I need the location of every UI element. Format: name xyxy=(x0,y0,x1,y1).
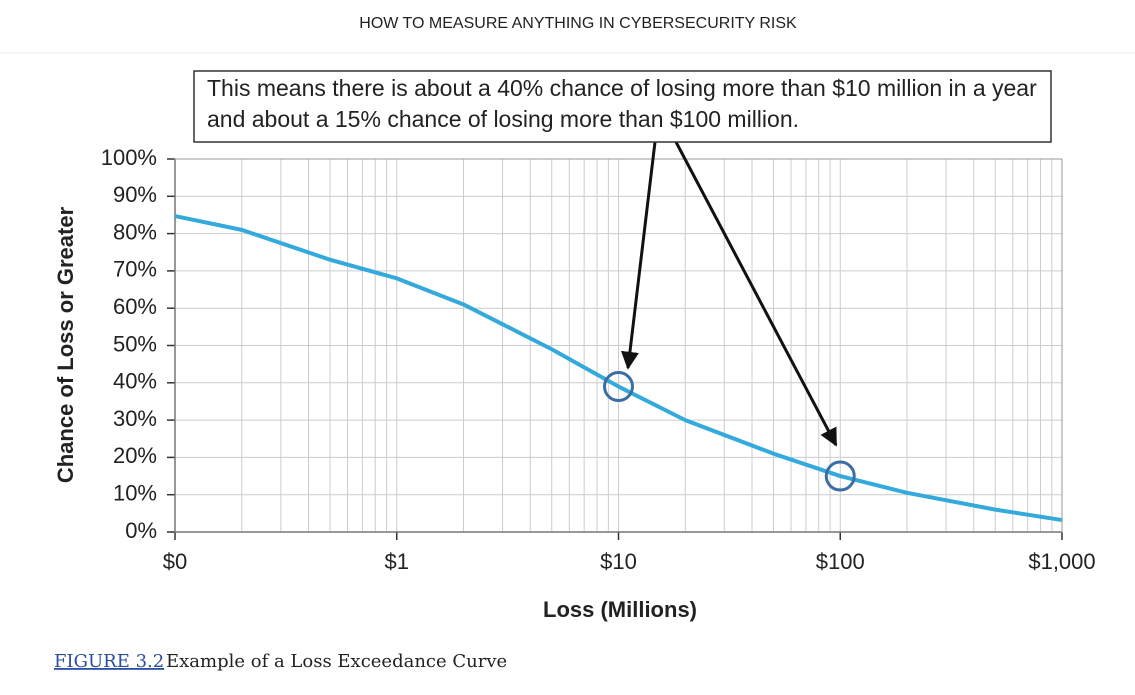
loss-curve xyxy=(174,214,1063,523)
highlight-point xyxy=(603,371,634,403)
figure-link[interactable]: FIGURE 3.2 xyxy=(54,651,164,672)
y-tick-label: 30% xyxy=(113,406,157,431)
x-tick-label: $10 xyxy=(600,549,637,574)
x-tick-label: $1,000 xyxy=(1028,549,1095,574)
x-tick-label: $1 xyxy=(385,549,409,574)
x-axis-title: Loss (Millions) xyxy=(543,597,697,622)
y-tick-label: 80% xyxy=(113,219,157,244)
y-tick-label: 70% xyxy=(113,257,157,282)
highlight-point xyxy=(824,460,856,492)
annotation-box xyxy=(193,70,1052,143)
plot-frame xyxy=(174,158,1063,533)
annotation: This means there is about a 40% chance o… xyxy=(207,75,1037,132)
page-header: HOW TO MEASURE ANYTHING IN CYBERSECURITY… xyxy=(359,15,797,32)
arrow xyxy=(620,141,657,370)
y-tick-label: 10% xyxy=(113,481,157,506)
annotation-wrap: This means there is about a 40% chance o… xyxy=(207,75,1037,132)
arrow xyxy=(674,141,838,447)
y-tick-label: 40% xyxy=(113,369,157,394)
y-tick-label: 0% xyxy=(125,518,157,543)
x-tick-label: $100 xyxy=(816,549,865,574)
y-tick-label: 50% xyxy=(113,331,157,356)
y-tick-label: 90% xyxy=(113,182,157,207)
caption: Example of a Loss Exceedance Curve xyxy=(166,651,507,672)
y-tick-label: 20% xyxy=(113,443,157,468)
x-tick-label: $0 xyxy=(163,549,187,574)
y-tick-label: 100% xyxy=(101,145,157,170)
y-tick-label: 60% xyxy=(113,294,157,319)
y-axis-title: Chance of Loss or Greater xyxy=(53,206,78,483)
